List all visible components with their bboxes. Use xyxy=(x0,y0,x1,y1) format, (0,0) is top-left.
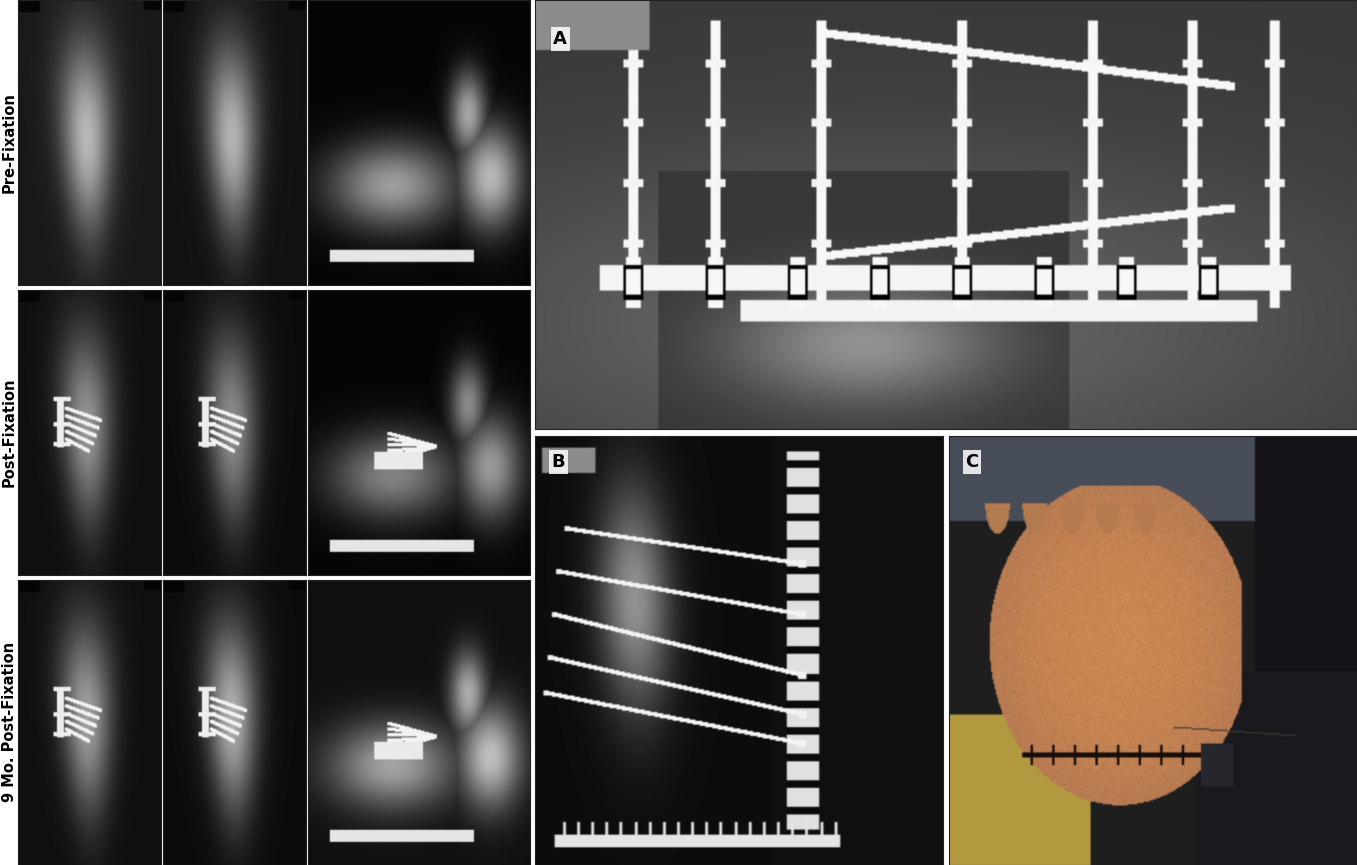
Text: B: B xyxy=(551,453,565,471)
Text: A: A xyxy=(554,30,567,48)
Text: C: C xyxy=(965,453,978,471)
Text: Pre-Fixation: Pre-Fixation xyxy=(1,93,16,193)
Text: Post-Fixation: Post-Fixation xyxy=(1,378,16,487)
Text: 9 Mo. Post-Fixation: 9 Mo. Post-Fixation xyxy=(1,642,16,803)
